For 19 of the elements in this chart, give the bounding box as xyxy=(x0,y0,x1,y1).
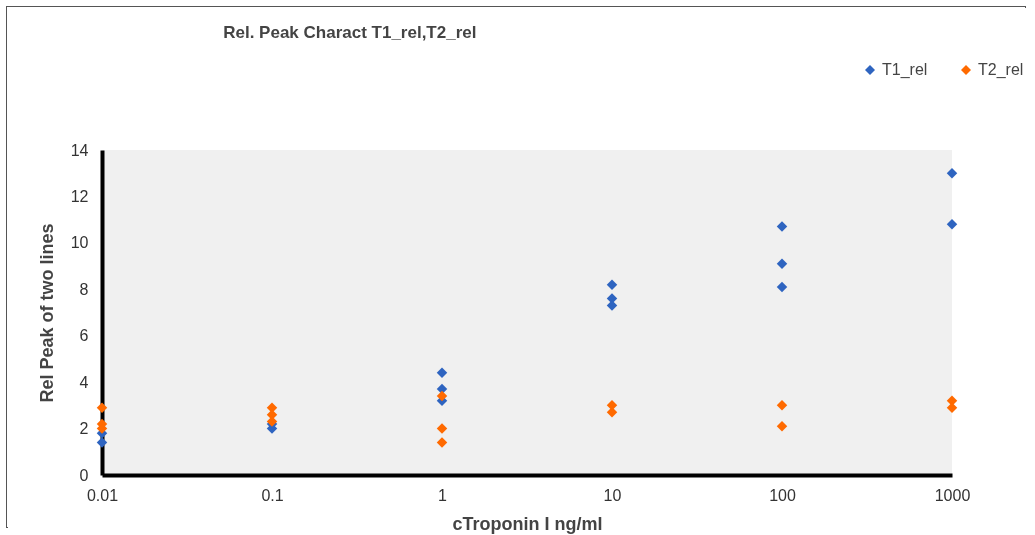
x-tick-label: 1000 xyxy=(934,486,971,504)
y-tick-label: 2 xyxy=(79,420,89,438)
y-axis-title: Rel Peak of two lines xyxy=(36,223,57,403)
y-tick-label: 14 xyxy=(70,141,89,159)
chart-title: Rel. Peak Charact T1_rel,T2_rel xyxy=(223,23,477,42)
y-tick-label: 8 xyxy=(79,280,89,298)
y-tick-label: 6 xyxy=(79,327,89,345)
x-tick-label: 0.01 xyxy=(86,486,119,504)
y-tick-label: 4 xyxy=(79,373,89,391)
x-tick-label: 0.1 xyxy=(261,486,284,504)
y-tick-label: 0 xyxy=(79,466,89,484)
x-tick-label: 1 xyxy=(438,486,448,504)
x-tick-label: 10 xyxy=(603,486,622,504)
x-tick-label: 100 xyxy=(769,486,796,504)
legend-label: T1_rel xyxy=(882,61,928,79)
x-axis-title: cTroponin I ng/ml xyxy=(452,513,603,534)
legend-label: T2_rel xyxy=(978,61,1024,79)
y-tick-label: 12 xyxy=(70,187,89,205)
y-tick-label: 10 xyxy=(70,234,89,252)
